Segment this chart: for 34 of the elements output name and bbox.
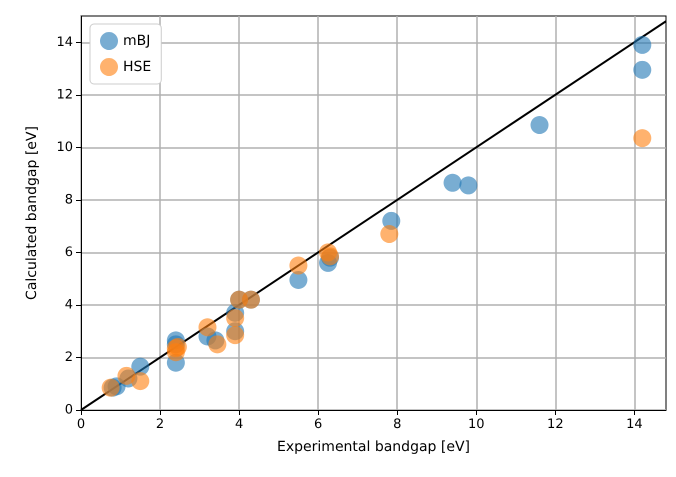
point [226,326,244,344]
x-tick-label: 2 [156,417,164,432]
y-tick-label: 14 [56,34,73,50]
point [208,335,226,354]
point [530,116,549,134]
x-tick-label: 4 [234,417,244,432]
legend-label: HSE [123,59,152,75]
point [633,60,652,79]
point [633,129,652,148]
y-tick-label: 6 [64,244,73,260]
y-tick-label: 0 [64,402,73,418]
x-tick-label: 14 [626,417,643,432]
point [459,176,478,194]
legend-label: mBJ [123,33,150,49]
y-tick-label: 8 [64,192,73,208]
point [198,318,216,336]
x-axis-title: Experimental bandgap [eV] [277,439,470,455]
point [226,309,244,328]
y-tick-label: 2 [64,350,73,365]
y-tick-label: 10 [56,140,73,155]
point [289,256,308,275]
point [633,36,652,54]
x-tick-label: 6 [314,417,322,432]
point [444,174,462,192]
point [131,372,150,390]
y-axis-title: Calculated bandgap [eV] [24,126,40,300]
x-tick-label: 8 [393,417,402,432]
point [380,225,398,244]
y-tick-label: 12 [56,87,73,102]
x-tick-label: 10 [468,417,485,432]
x-tick-label: 0 [76,417,86,432]
point [289,270,308,289]
y-tick-label: 4 [64,297,73,312]
x-tick-label: 12 [547,417,564,432]
